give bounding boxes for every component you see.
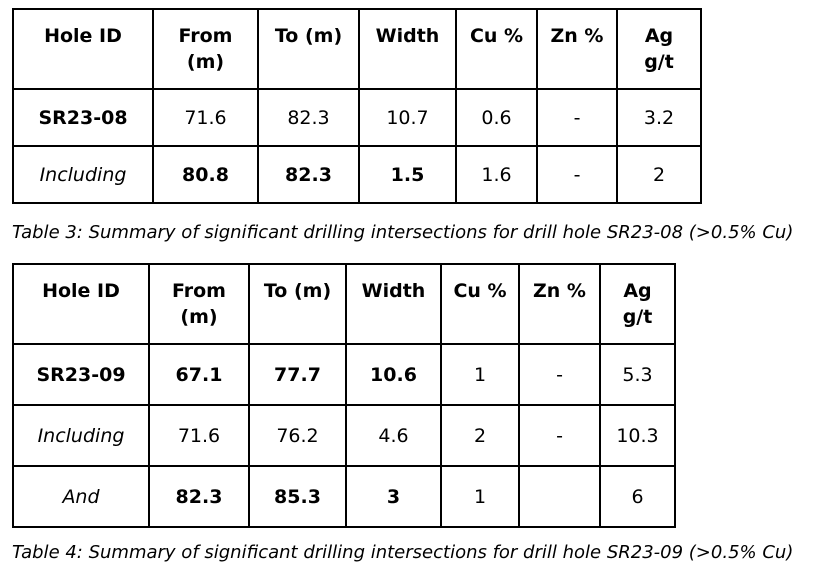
column-header: To (m) <box>257 8 360 90</box>
data-cell: 3.2 <box>616 88 702 147</box>
table-row: Including 71.6 76.2 4.6 2-10.3 <box>12 404 676 467</box>
data-cell: 82.3 <box>257 145 360 204</box>
document-page: Hole ID From (m) To (m) Width Cu % Zn % Ag g/t S… <box>12 8 794 563</box>
data-cell: - <box>536 145 618 204</box>
column-header: Cu % <box>455 8 538 90</box>
table-3-caption: Table 3: Summary of significant drilling… <box>12 222 794 243</box>
table-body: SR23-09 67.1 77.7 10.6 1-5.3 Including 71.6 76.… <box>12 343 676 528</box>
data-cell: 0.6 <box>455 88 538 147</box>
data-cell: 85.3 <box>248 465 347 528</box>
table-4-caption: Table 4: Summary of significant drilling… <box>12 542 794 563</box>
data-cell: 3 <box>345 465 442 528</box>
data-cell: - <box>536 88 618 147</box>
data-cell: Including <box>12 404 150 467</box>
data-cell: 1 <box>440 343 520 406</box>
data-cell: SR23-09 <box>12 343 150 406</box>
data-cell: 4.6 <box>345 404 442 467</box>
data-cell: 1.6 <box>455 145 538 204</box>
data-cell: 2 <box>616 145 702 204</box>
header-row: Hole ID From (m) To (m) Width Cu % Zn % Ag g/t <box>12 8 702 90</box>
table-row: SR23-09 67.1 77.7 10.6 1-5.3 <box>12 343 676 406</box>
data-cell: 77.7 <box>248 343 347 406</box>
data-cell: 6 <box>599 465 676 528</box>
column-header: Zn % <box>518 263 601 345</box>
data-cell: 80.8 <box>152 145 259 204</box>
data-cell: 67.1 <box>148 343 250 406</box>
column-header: From (m) <box>152 8 259 90</box>
data-cell: 5.3 <box>599 343 676 406</box>
table-row: Including 80.8 82.3 1.5 1.6-2 <box>12 145 702 204</box>
column-header: From (m) <box>148 263 250 345</box>
data-cell: 10.7 <box>358 88 457 147</box>
column-header: Ag g/t <box>616 8 702 90</box>
table-row: And 82.3 85.3 3 1 6 <box>12 465 676 528</box>
data-cell: 10.3 <box>599 404 676 467</box>
table-header-row: Hole ID From (m) To (m) Width Cu % Zn % Ag g/t <box>12 8 702 90</box>
table-body: SR23-08 71.6 82.3 10.7 0.6-3.2 Including 80.8 8… <box>12 88 702 204</box>
column-header: Cu % <box>440 263 520 345</box>
data-cell: 71.6 <box>152 88 259 147</box>
data-cell: 1.5 <box>358 145 457 204</box>
column-header: Hole ID <box>12 8 154 90</box>
data-cell: 10.6 <box>345 343 442 406</box>
column-header: Zn % <box>536 8 618 90</box>
data-cell: 76.2 <box>248 404 347 467</box>
drill-intersections-table-4: Hole ID From (m) To (m) Width Cu % Zn % Ag g/t S… <box>12 263 676 528</box>
column-header: To (m) <box>248 263 347 345</box>
data-cell: And <box>12 465 150 528</box>
table-row: SR23-08 71.6 82.3 10.7 0.6-3.2 <box>12 88 702 147</box>
data-cell: 71.6 <box>148 404 250 467</box>
data-cell: SR23-08 <box>12 88 154 147</box>
data-cell: 82.3 <box>148 465 250 528</box>
column-header: Ag g/t <box>599 263 676 345</box>
data-cell: 1 <box>440 465 520 528</box>
data-cell: Including <box>12 145 154 204</box>
column-header: Width <box>345 263 442 345</box>
header-row: Hole ID From (m) To (m) Width Cu % Zn % Ag g/t <box>12 263 676 345</box>
drill-intersections-table-3: Hole ID From (m) To (m) Width Cu % Zn % Ag g/t S… <box>12 8 702 204</box>
table-header-row: Hole ID From (m) To (m) Width Cu % Zn % Ag g/t <box>12 263 676 345</box>
column-header: Width <box>358 8 457 90</box>
data-cell: 82.3 <box>257 88 360 147</box>
data-cell <box>518 465 601 528</box>
column-header: Hole ID <box>12 263 150 345</box>
data-cell: 2 <box>440 404 520 467</box>
data-cell: - <box>518 404 601 467</box>
data-cell: - <box>518 343 601 406</box>
